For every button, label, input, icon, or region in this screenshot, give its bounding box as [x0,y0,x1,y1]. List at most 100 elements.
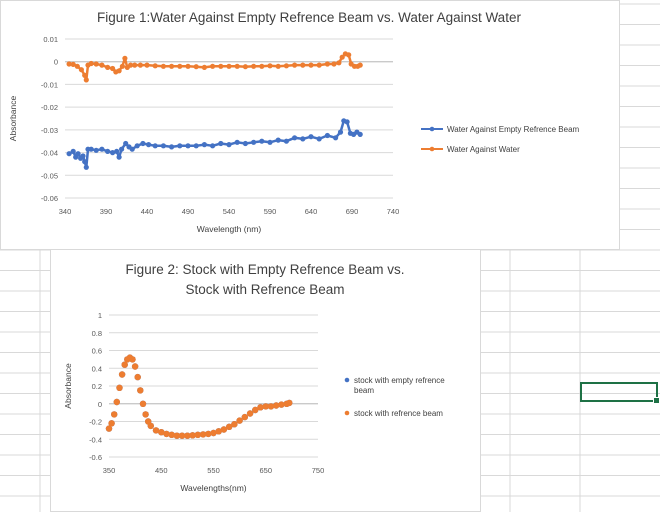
data-point [193,143,199,149]
x-tick-label: 650 [259,466,272,475]
legend-label: stock with refrence beam [354,409,443,418]
data-point [210,429,217,437]
data-point [267,403,275,410]
data-point [152,427,160,434]
data-point [83,77,89,83]
data-point [118,371,126,378]
data-point [205,430,212,438]
data-point [99,146,105,152]
data-point [129,356,136,363]
data-point [173,432,181,439]
chart-figure-2[interactable]: Figure 2: Stock with Empty Refrence Beam… [50,249,481,512]
x-tick-label: 440 [141,207,154,216]
data-point [251,139,257,145]
data-point [116,154,122,160]
data-point [128,62,134,68]
data-point [132,62,138,68]
data-point [234,139,240,145]
data-point [110,65,116,72]
data-point [93,147,99,153]
chart-title: Figure 2: Stock with Empty Refrence Beam… [125,262,404,277]
data-point [308,134,314,140]
data-point [267,139,273,145]
y-tick-label: -0.4 [89,435,102,444]
data-point [88,146,94,152]
data-point [144,62,150,68]
legend-marker [429,126,435,132]
data-point [75,151,81,157]
data-point [300,62,306,68]
data-point [283,63,289,69]
data-point [163,430,170,438]
legend-marker [344,377,350,383]
data-point [226,63,232,69]
data-point [267,63,273,69]
data-point [158,429,165,436]
data-point [137,62,143,68]
data-point [122,55,128,61]
data-point [111,411,118,418]
x-tick-label: 540 [223,207,236,216]
data-point [105,148,111,154]
data-point [215,428,222,435]
data-point [113,398,120,406]
series-line [68,52,361,82]
data-point [168,431,175,438]
y-tick-label: 0.01 [43,35,58,44]
selected-cell[interactable] [580,382,660,404]
data-point [82,72,88,78]
data-point [108,420,115,427]
data-point [226,142,232,148]
y-tick-label: -0.05 [41,171,58,180]
y-tick-label: 1 [98,311,102,320]
data-point [83,164,89,170]
data-point [134,143,140,149]
data-point [160,63,166,69]
data-point [121,361,128,368]
data-point [105,64,111,70]
data-point [333,135,339,141]
legend-marker [429,146,435,152]
data-point [210,63,216,69]
y-tick-label: -0.2 [89,418,102,427]
data-point [234,63,240,69]
data-point [99,62,105,68]
data-point [218,140,224,147]
data-point [251,63,257,69]
y-axis-title: Absorbance [8,96,18,142]
data-point [139,400,147,407]
data-point [242,140,248,147]
x-tick-label: 490 [182,207,195,216]
chart-title: Figure 1:Water Against Empty Refrence Be… [97,10,521,25]
data-point [273,402,280,409]
x-tick-label: 340 [59,207,72,216]
data-point [344,119,350,125]
data-point [70,148,76,154]
y-tick-label: -0.04 [41,149,58,158]
y-tick-label: 0.8 [92,329,102,338]
x-tick-label: 390 [100,207,113,216]
data-point [220,426,228,433]
data-point [324,132,330,139]
data-point [119,63,125,69]
legend-marker [344,410,350,416]
data-point [286,399,293,407]
data-point [331,61,337,67]
data-point [278,401,285,408]
legend-label: stock with empty refrence [354,376,445,385]
data-point [283,138,289,144]
x-tick-label: 590 [264,207,277,216]
data-point [236,417,243,424]
data-point [292,62,298,68]
series-line [68,119,361,169]
data-point [134,373,141,381]
x-tick-label: 640 [305,207,318,216]
chart-figure-2-canvas: Figure 2: Stock with Empty Refrence Beam… [63,262,445,493]
data-point [194,431,201,438]
y-tick-label: -0.03 [41,126,58,135]
data-point [189,432,196,439]
y-tick-label: -0.06 [41,194,58,203]
data-point [231,421,238,428]
data-point [324,61,330,67]
chart-figure-1[interactable]: Figure 1:Water Against Empty Refrence Be… [0,0,620,250]
